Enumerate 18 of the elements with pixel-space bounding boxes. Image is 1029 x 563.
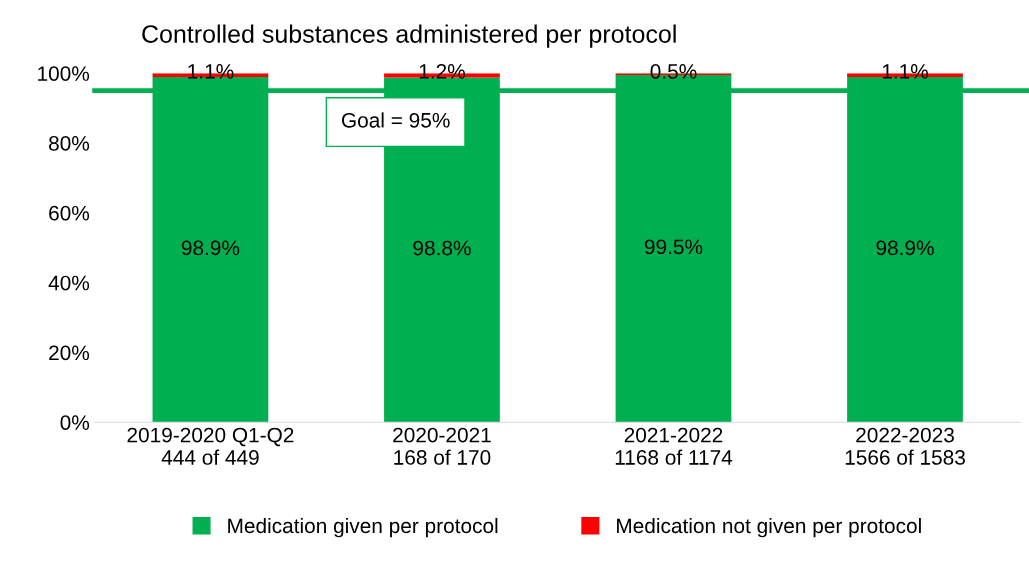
- y-tick-label: 40%: [48, 275, 90, 291]
- data-label: 99.5%: [644, 239, 703, 255]
- chart-title: Controlled substances administered per protocol: [142, 24, 676, 48]
- data-label: 98.9%: [181, 240, 240, 256]
- y-tick-label: 100%: [38, 66, 90, 81]
- x-tick-label: 2021-2022 1168 of 1174: [615, 427, 733, 465]
- x-tick-label: 2020-2021 168 of 170: [393, 427, 491, 465]
- legend-label: Medication not given per protocol: [617, 517, 921, 538]
- y-tick-label: 0%: [60, 415, 90, 430]
- y-tick-label: 20%: [49, 345, 90, 361]
- legend-label: Medication given per protocol: [228, 517, 498, 538]
- y-tick-label: 60%: [49, 205, 90, 221]
- y-tick-label: 80%: [49, 136, 90, 151]
- x-tick-label: 2019-2020 Q1-Q2 444 of 449: [127, 427, 294, 465]
- x-tick-label: 2022-2023 1566 of 1583: [845, 427, 965, 465]
- ref-line-label: Goal = 95%: [341, 112, 450, 128]
- data-label: 98.8%: [413, 240, 471, 256]
- data-label: 98.9%: [876, 240, 934, 256]
